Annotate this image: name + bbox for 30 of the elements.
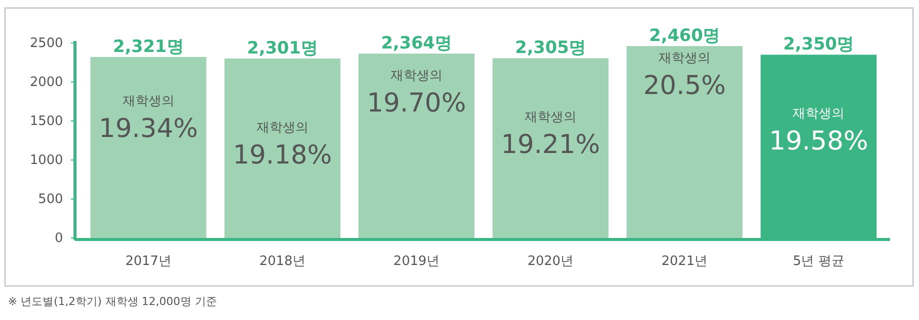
bar [626, 46, 743, 238]
x-tick-label: 2021년 [662, 254, 708, 269]
data-label: 2,364명 [381, 34, 452, 54]
y-tick-label: 2500 [30, 36, 63, 52]
bar [358, 54, 474, 238]
y-tick-label: 1500 [30, 114, 63, 130]
y-tick-label: 2000 [30, 75, 63, 90]
annotation: 재학생의 20.5% [643, 51, 726, 102]
annotation: 재학생의 19.70% [366, 68, 466, 119]
y-tick-label: 500 [38, 192, 63, 208]
annotation: 재학생의 19.21% [500, 110, 600, 160]
annotation: 재학생의 19.34% [98, 94, 198, 144]
y-tick-label: 1000 [30, 153, 63, 168]
y-tick-label: 0 [54, 231, 63, 246]
data-label: 2,460명 [649, 26, 720, 46]
x-tick-label: 2018년 [259, 254, 306, 269]
bar [492, 58, 608, 238]
bar [224, 58, 340, 238]
bar [90, 56, 206, 238]
x-tick-label: 2020년 [527, 254, 574, 269]
x-tick-label: 2017년 [125, 254, 172, 269]
x-tick-label: 5년 평균 [792, 254, 844, 269]
data-label: 2,321명 [112, 36, 184, 57]
annotation: 재학생의 19.18% [232, 120, 332, 171]
data-label: 2,305명 [515, 38, 586, 58]
data-label: 2,301명 [247, 38, 318, 59]
annotation: 재학생의 19.58% [769, 106, 868, 157]
x-tick-label: 2019년 [393, 254, 440, 269]
data-label: 2,350명 [783, 34, 854, 55]
text: ※ 년도별(1,2학기) 재학생 12,000명 기준 [8, 295, 217, 308]
